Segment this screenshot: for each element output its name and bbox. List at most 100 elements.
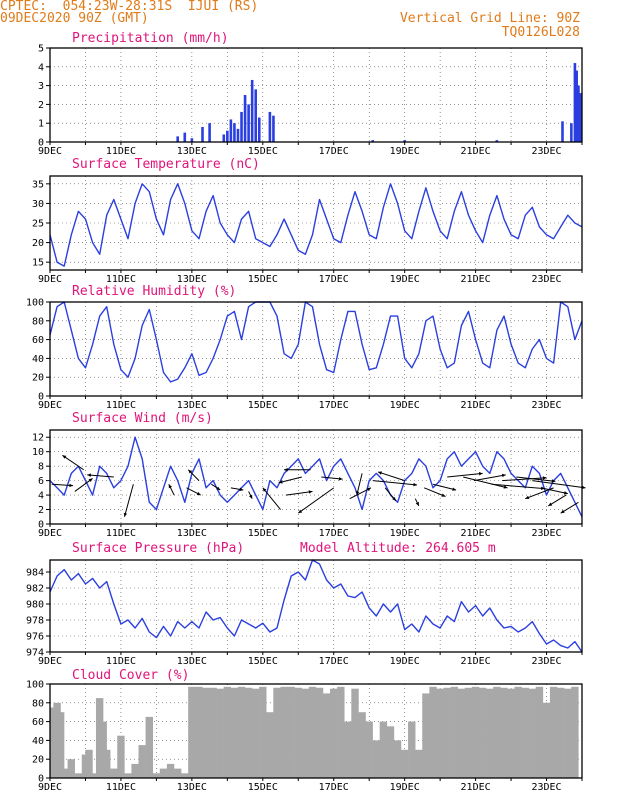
temp-xtick-label: 23DEC bbox=[531, 274, 561, 285]
temp-xtick-label: 17DEC bbox=[319, 274, 349, 285]
precip-bar bbox=[229, 119, 233, 142]
precip-bar bbox=[575, 70, 578, 142]
pres-title: Surface Pressure (hPa) bbox=[72, 541, 244, 556]
temp-ytick-label: 30 bbox=[32, 199, 44, 210]
wind-arrow-shaft bbox=[123, 484, 134, 517]
wind-xtick-label: 17DEC bbox=[319, 528, 349, 539]
cloud-bar bbox=[287, 686, 295, 778]
temp-ytick-label: 35 bbox=[32, 179, 44, 190]
cloud-bar bbox=[202, 687, 210, 778]
wind-arrow-shaft bbox=[463, 476, 508, 489]
cloud-bar bbox=[528, 688, 537, 778]
cloud-bar bbox=[315, 687, 324, 778]
cloud-bar bbox=[478, 687, 487, 778]
wind-arrow-head bbox=[196, 491, 201, 496]
precip-bar bbox=[176, 136, 179, 142]
precip-xtick-label: 23DEC bbox=[531, 146, 561, 157]
cloud-bar bbox=[173, 768, 182, 778]
precip-bar bbox=[247, 104, 250, 142]
cloud-bar bbox=[195, 686, 203, 778]
wind-arrow-shaft bbox=[356, 473, 363, 496]
wind-arrow-head bbox=[249, 494, 253, 499]
cloud-ytick-label: 100 bbox=[26, 680, 44, 691]
cloud-bar bbox=[365, 721, 373, 778]
cloud-xtick-label: 9DEC bbox=[38, 782, 62, 793]
cloud-bar bbox=[166, 763, 175, 778]
wind-arrow-shaft bbox=[516, 476, 556, 482]
precip-bar bbox=[573, 63, 577, 142]
precip-bar bbox=[268, 111, 272, 142]
cloud-ytick-label: 40 bbox=[32, 736, 44, 747]
wind-arrow-shaft bbox=[377, 471, 405, 482]
cloud-bar bbox=[159, 768, 168, 778]
cloud-xtick-label: 11DEC bbox=[106, 782, 136, 793]
cloud-bar bbox=[344, 721, 352, 778]
wind-arrow-head bbox=[168, 484, 172, 489]
cloud-frame bbox=[49, 683, 583, 779]
cloud-bar bbox=[131, 763, 139, 778]
cloud-bar bbox=[252, 688, 260, 778]
precip-title: Precipitation (mm/h) bbox=[72, 31, 229, 46]
precip-frame bbox=[49, 47, 583, 143]
wind-arrow-head bbox=[262, 487, 267, 492]
cloud-bar bbox=[337, 686, 345, 778]
pres-series-line bbox=[49, 559, 583, 653]
precip-xtick-label: 9DEC bbox=[38, 146, 62, 157]
temp-series-line bbox=[49, 183, 583, 267]
pres-frame bbox=[49, 559, 583, 653]
precip-ytick-label: 2 bbox=[38, 100, 44, 111]
wind-arrow-shaft bbox=[297, 487, 335, 514]
wind-arrow-head bbox=[239, 487, 244, 492]
precip-bar bbox=[208, 123, 211, 142]
precip-bar bbox=[403, 140, 406, 142]
wind-ytick-label: 2 bbox=[38, 505, 44, 516]
cloud-bar bbox=[393, 740, 402, 778]
precip-bar bbox=[190, 138, 194, 142]
wind-title: Surface Wind (m/s) bbox=[72, 411, 213, 426]
precip-xtick-label: 17DEC bbox=[319, 146, 349, 157]
precip-xtick-label: 11DEC bbox=[106, 146, 136, 157]
precip-ytick-label: 0 bbox=[38, 138, 44, 149]
rh-xtick-label: 19DEC bbox=[390, 400, 420, 411]
rh-ytick-label: 60 bbox=[32, 335, 44, 346]
temp-xtick-label: 15DEC bbox=[248, 274, 278, 285]
cloud-bar bbox=[386, 726, 395, 778]
precip-bar bbox=[250, 79, 254, 142]
cloud-bar bbox=[110, 768, 118, 778]
cloud-bar bbox=[464, 687, 473, 778]
wind-arrow-head bbox=[366, 487, 371, 492]
wind-arrow-shaft bbox=[432, 483, 457, 491]
cloud-bar bbox=[244, 687, 253, 778]
precip-bar bbox=[201, 126, 204, 142]
cloud-bar bbox=[351, 688, 359, 778]
cloud-bar bbox=[457, 688, 466, 778]
precip-ytick-label: 1 bbox=[38, 119, 44, 130]
cloud-bar bbox=[486, 688, 494, 778]
wind-arrow-head bbox=[478, 472, 483, 476]
precip-bar bbox=[257, 117, 261, 142]
precip-bar bbox=[578, 93, 582, 142]
cloud-bar bbox=[322, 693, 331, 778]
cloud-bar bbox=[103, 749, 111, 778]
header-station: CPTEC: 054:23W-28:31S IJUI (RS) bbox=[0, 0, 259, 14]
precip-bar bbox=[226, 130, 229, 142]
cloud-bar bbox=[542, 702, 551, 778]
header-run-date: 09DEC2020 90Z (GMT) bbox=[0, 11, 149, 26]
wind-xtick-label: 11DEC bbox=[106, 528, 136, 539]
precip-xtick-label: 15DEC bbox=[248, 146, 278, 157]
wind-xtick-label: 13DEC bbox=[177, 528, 207, 539]
cloud-bar bbox=[138, 745, 146, 778]
cloud-bar bbox=[266, 712, 274, 778]
precip-ytick-label: 3 bbox=[38, 81, 44, 92]
cloud-xtick-label: 21DEC bbox=[461, 782, 491, 793]
precip-bar bbox=[577, 85, 580, 142]
cloud-bar bbox=[67, 759, 75, 778]
wind-arrow-head bbox=[298, 509, 303, 514]
cloud-bar bbox=[152, 773, 161, 778]
cloud-bar bbox=[85, 749, 93, 778]
cloud-bar bbox=[372, 740, 380, 778]
cloud-xtick-label: 23DEC bbox=[531, 782, 561, 793]
wind-arrow-head bbox=[308, 490, 313, 494]
cloud-bar bbox=[301, 688, 310, 778]
